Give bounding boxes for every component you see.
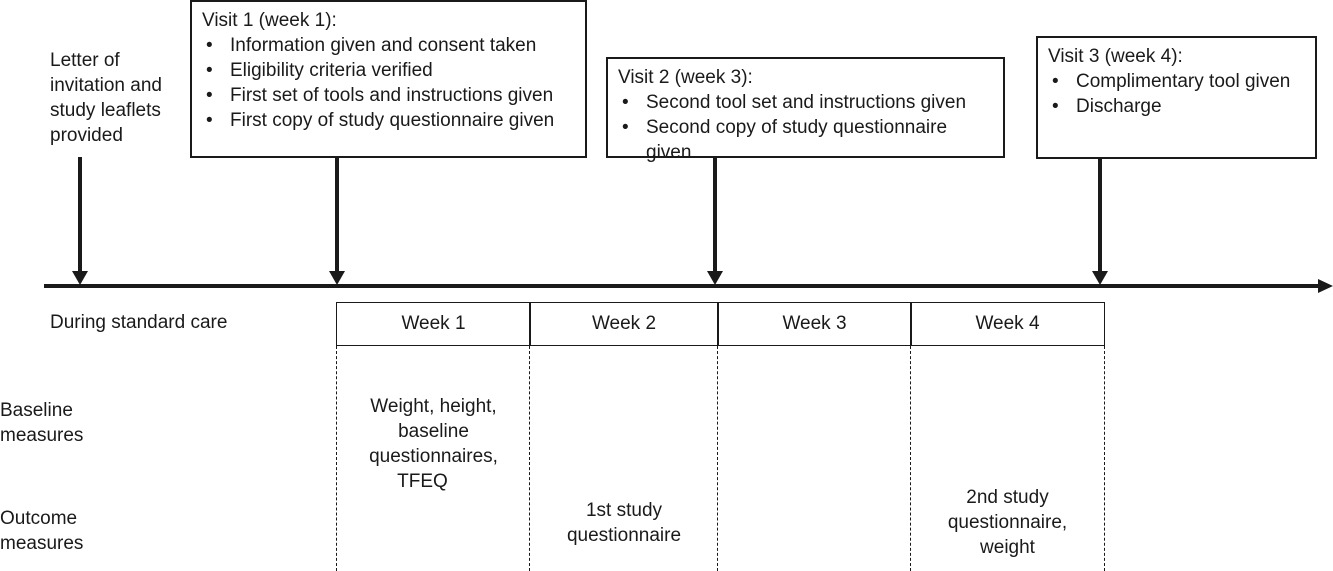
visit-item: Discharge bbox=[1048, 94, 1305, 119]
column-divider bbox=[336, 346, 337, 571]
visit-1-box: Visit 1 (week 1): Information given and … bbox=[190, 0, 587, 158]
label-line: measures bbox=[0, 425, 84, 446]
label-line: Outcome bbox=[0, 508, 78, 529]
label-line: measures bbox=[0, 533, 84, 554]
standard-care-label: During standard care bbox=[50, 312, 228, 333]
column-divider bbox=[910, 346, 911, 571]
visit-title: Visit 3 (week 4): bbox=[1048, 46, 1183, 67]
baseline-measures-label: Baseline measures bbox=[0, 398, 83, 448]
visit-title: Visit 2 (week 3): bbox=[618, 67, 753, 88]
week4-outcome-cell: 2nd study questionnaire, weight bbox=[911, 485, 1104, 560]
cell-line: baseline bbox=[398, 421, 469, 442]
cell-line: 2nd study bbox=[966, 487, 1049, 508]
visit-item: Information given and consent taken bbox=[202, 33, 575, 58]
cell-line: questionnaire, bbox=[947, 512, 1068, 533]
week1-baseline-cell: Weight, height, baseline questionnaires,… bbox=[337, 394, 530, 494]
week-4-header: Week 4 bbox=[910, 302, 1105, 346]
visit-item: First set of tools and instructions give… bbox=[202, 83, 575, 108]
outcome-measures-label: Outcome measures bbox=[0, 506, 83, 556]
cell-line: questionnaires, bbox=[369, 446, 498, 467]
week-1-header: Week 1 bbox=[336, 302, 531, 346]
visit-item: First copy of study questionnaire given bbox=[202, 108, 575, 133]
pre-study-text: Letter of invitation and study leaflets … bbox=[50, 48, 162, 148]
text-line: study leaflets bbox=[50, 100, 161, 121]
column-divider bbox=[1104, 346, 1105, 571]
week-2-header: Week 2 bbox=[529, 302, 719, 346]
week-3-header: Week 3 bbox=[717, 302, 912, 346]
cell-line: TFEQ bbox=[397, 471, 448, 492]
column-divider bbox=[529, 346, 530, 571]
label-line: Baseline bbox=[0, 400, 73, 421]
column-divider bbox=[717, 346, 718, 571]
cell-line: weight bbox=[980, 537, 1035, 558]
text-line: provided bbox=[50, 125, 123, 146]
text-line: invitation and bbox=[50, 75, 162, 96]
visit-title: Visit 1 (week 1): bbox=[202, 10, 337, 31]
visit-item: Second tool set and instructions given bbox=[618, 90, 993, 115]
cell-line: 1st study bbox=[585, 500, 663, 521]
visit-item: Eligibility criteria verified bbox=[202, 58, 575, 83]
week2-outcome-cell: 1st study questionnaire bbox=[530, 498, 718, 548]
cell-line: Weight, height, bbox=[370, 396, 497, 417]
visit-item: Complimentary tool given bbox=[1048, 69, 1305, 94]
visit-item: Second copy of study questionnaire given bbox=[618, 115, 966, 165]
visit-3-box: Visit 3 (week 4): Complimentary tool giv… bbox=[1036, 36, 1317, 159]
visit-2-box: Visit 2 (week 3): Second tool set and in… bbox=[606, 57, 1005, 163]
text-line: Letter of bbox=[50, 50, 120, 71]
cell-line: questionnaire bbox=[566, 525, 682, 546]
